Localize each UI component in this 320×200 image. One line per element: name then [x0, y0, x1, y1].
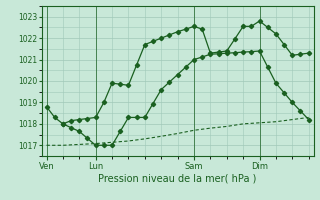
X-axis label: Pression niveau de la mer( hPa ): Pression niveau de la mer( hPa ) — [99, 173, 257, 183]
